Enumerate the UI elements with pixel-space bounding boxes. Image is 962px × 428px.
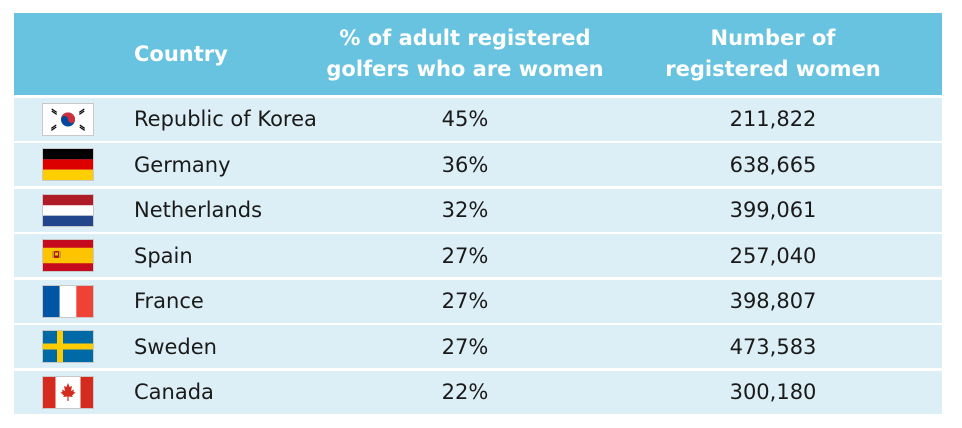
flag-cell [14,194,122,226]
num-cell: 399,061 [729,198,817,222]
table-row: Spain 27% 257,040 [14,234,942,277]
country-cell: Germany [134,152,231,177]
table-row: Germany 36% 638,665 [14,143,942,186]
pct-cell: 45% [441,107,489,131]
country-cell: Netherlands [134,198,263,222]
table-row: France 27% 398,807 [14,279,942,323]
flag-cell [14,376,122,408]
header-pct-line1: % of adult registered [339,26,591,50]
pct-cell: 32% [441,198,489,222]
header-num-line1: Number of [710,26,836,50]
country-cell: Republic of Korea [134,107,317,131]
header-num: Number of registered women [604,13,942,95]
table-header: Country % of adult registered golfers wh… [14,13,942,95]
table-row: Canada 22% 300,180 [14,370,942,414]
table-row: Republic of Korea 45% 211,822 [14,97,942,141]
france-flag-icon [43,285,93,317]
flag-cell [14,285,122,317]
table-row: Sweden 27% 473,583 [14,325,942,368]
table-row: Netherlands 32% 399,061 [14,188,942,232]
pct-cell: 22% [441,380,489,404]
header-pct: % of adult registered golfers who are wo… [326,13,604,95]
num-cell: 398,807 [729,289,817,313]
pct-cell: 27% [441,289,489,313]
header-flag-cell [14,13,122,95]
flag-cell [14,331,122,362]
sweden-flag-icon [43,331,93,362]
flag-cell [14,240,122,271]
header-num-line2: registered women [665,57,881,81]
num-cell: 211,822 [729,107,817,131]
south-korea-flag-icon [43,103,93,135]
num-cell: 473,583 [729,334,817,359]
header-country-label: Country [134,42,228,66]
pct-cell: 27% [441,334,489,359]
canada-flag-icon [43,376,93,408]
germany-flag-icon [43,149,93,180]
country-cell: Canada [134,380,214,404]
flag-cell [14,103,122,135]
golfers-table: Country % of adult registered golfers wh… [14,13,942,414]
header-country: Country [122,13,326,95]
spain-flag-icon [43,240,93,271]
pct-cell: 27% [441,243,489,268]
num-cell: 300,180 [729,380,817,404]
country-cell: France [134,289,204,313]
country-cell: Sweden [134,334,217,359]
netherlands-flag-icon [43,194,93,226]
num-cell: 638,665 [729,152,817,177]
country-cell: Spain [134,243,193,268]
header-pct-line2: golfers who are women [326,57,604,81]
flag-cell [14,149,122,180]
num-cell: 257,040 [729,243,817,268]
pct-cell: 36% [441,152,489,177]
